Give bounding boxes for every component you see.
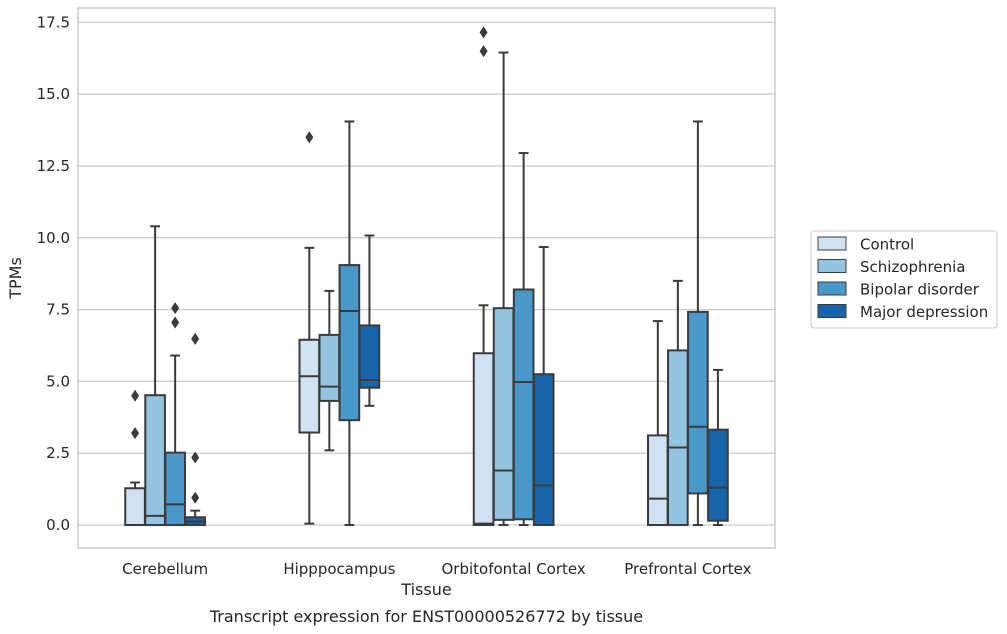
outlier-point xyxy=(305,131,314,144)
x-tick-label: Cerebellum xyxy=(122,560,208,578)
outlier-point xyxy=(479,26,488,39)
box-body xyxy=(492,307,515,521)
x-tick-labels: Cerebellum Hipppocampus Orbitofontal Corte… xyxy=(122,560,751,578)
outlier-point xyxy=(131,427,140,440)
legend-swatch xyxy=(817,259,847,273)
box-body xyxy=(164,451,186,527)
y-tick-label: 10.0 xyxy=(37,229,70,247)
y-tick-label: 0.0 xyxy=(46,516,70,534)
y-tick-label: 15.0 xyxy=(37,85,70,103)
box-body xyxy=(512,288,535,521)
y-tick-label: 5.0 xyxy=(46,372,70,390)
box-major-depression xyxy=(532,245,555,527)
box-body xyxy=(358,324,381,389)
legend-swatch xyxy=(817,236,847,251)
outlier-point xyxy=(171,302,180,315)
box-body xyxy=(338,264,361,422)
y-tick-label: 17.5 xyxy=(37,13,70,31)
box-schizophrenia xyxy=(492,51,515,527)
y-tick-label: 2.5 xyxy=(46,444,70,462)
box-body xyxy=(532,373,555,527)
box-bipolar-disorder xyxy=(164,302,186,527)
outlier-point xyxy=(191,451,200,464)
chart-caption: Transcript expression for ENST0000052677… xyxy=(209,607,643,626)
box-major-depression xyxy=(184,332,207,527)
y-tick-labels: 0.0 2.5 5.0 7.5 10.0 12.5 15.0 17.5 xyxy=(37,13,70,534)
box-body xyxy=(144,394,166,527)
box-body xyxy=(472,352,495,527)
x-axis-title: Tissue xyxy=(400,580,451,599)
box-control xyxy=(472,26,495,527)
box-schizophrenia xyxy=(318,289,341,452)
box-bipolar-disorder xyxy=(687,120,709,527)
box-body xyxy=(667,349,689,527)
legend-label: Schizophrenia xyxy=(860,258,965,276)
x-tick-label: Hipppocampus xyxy=(283,560,395,578)
box-body xyxy=(687,310,709,495)
outlier-point xyxy=(171,316,180,329)
box-schizophrenia xyxy=(144,225,166,527)
legend-label: Control xyxy=(860,236,914,254)
legend-swatch xyxy=(817,281,847,296)
y-axis-title: TPMs xyxy=(6,257,25,300)
y-tick-label: 7.5 xyxy=(46,301,70,319)
box-body xyxy=(318,333,341,402)
legend-swatch xyxy=(817,304,847,318)
y-tick-label: 12.5 xyxy=(37,157,70,175)
legend-frame xyxy=(810,230,998,329)
box-body xyxy=(124,487,146,527)
legend-label: Bipolar disorder xyxy=(860,281,980,299)
box-body xyxy=(707,428,729,522)
outlier-point xyxy=(191,491,200,504)
legend-label: Major depression xyxy=(860,303,988,321)
legend: Control Schizophrenia Bipolar disorder Majo… xyxy=(810,230,998,329)
box-major-depression xyxy=(707,368,729,527)
box-body xyxy=(646,434,669,527)
box-series xyxy=(124,26,729,527)
box-body xyxy=(298,338,321,434)
box-major-depression xyxy=(358,234,381,407)
x-tick-label: Prefrontal Cortex xyxy=(624,560,751,578)
box-control xyxy=(646,320,669,527)
outlier-point xyxy=(479,45,488,58)
x-tick-label: Orbitofontal Cortex xyxy=(442,560,586,578)
outlier-point xyxy=(131,389,140,402)
outlier-point xyxy=(191,332,200,345)
